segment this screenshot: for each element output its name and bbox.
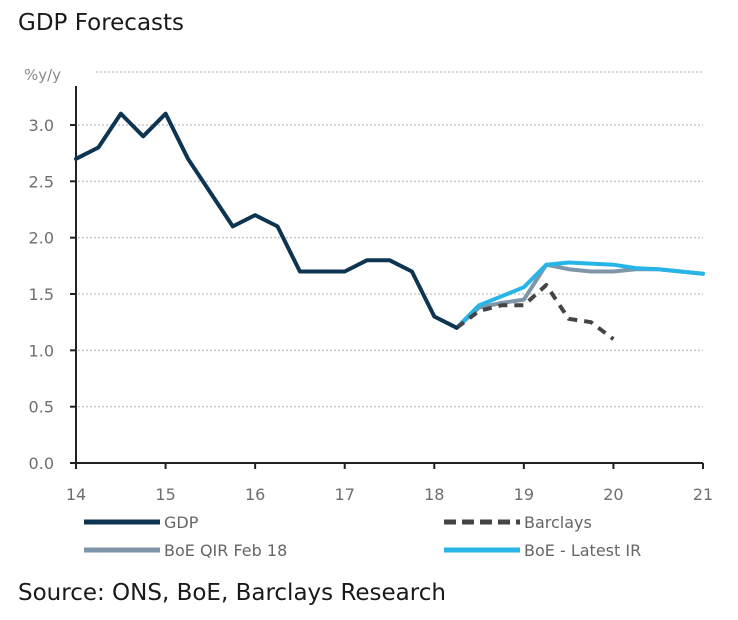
- y-tick-label: 0.5: [29, 398, 54, 417]
- legend-label-gdp: GDP: [164, 513, 199, 532]
- source-note: Source: ONS, BoE, Barclays Research: [18, 580, 446, 606]
- y-tick-label: 2.5: [29, 172, 54, 191]
- axes: [71, 86, 703, 468]
- legend-label-boe-latest-ir: BoE - Latest IR: [524, 541, 641, 560]
- series-line-boe-latest-ir: [454, 260, 705, 330]
- series-lines: [74, 111, 705, 341]
- y-tick-label: 1.0: [29, 341, 54, 360]
- x-tick-label: 14: [66, 485, 86, 504]
- y-tick-label: 3.0: [29, 116, 54, 135]
- legend-label-barclays: Barclays: [524, 513, 592, 532]
- x-tick-label: 19: [514, 485, 534, 504]
- y-axis-unit-label: %y/y: [24, 66, 61, 84]
- legend: GDP Barclays BoE QIR Feb 18 BoE - Latest IR: [84, 513, 641, 560]
- x-tick-labels: 14 15 16 17 18 19 20 21: [66, 463, 713, 504]
- y-tick-labels: 0.0 0.5 1.0 1.5 2.0 2.5 3.0: [29, 116, 76, 473]
- x-tick-label: 20: [603, 485, 623, 504]
- x-tick-label: 16: [245, 485, 265, 504]
- y-tick-label: 1.5: [29, 285, 54, 304]
- x-tick-label: 17: [335, 485, 355, 504]
- gridlines: [78, 71, 703, 408]
- chart-title: GDP Forecasts: [18, 10, 185, 36]
- y-tick-label: 0.0: [29, 454, 54, 473]
- series-line-gdp: [74, 111, 459, 330]
- legend-label-boe-qir-feb-18: BoE QIR Feb 18: [164, 541, 287, 560]
- x-tick-label: 18: [424, 485, 444, 504]
- series-line-barclays: [455, 283, 615, 341]
- x-tick-label: 15: [155, 485, 175, 504]
- y-tick-label: 2.0: [29, 229, 54, 248]
- x-tick-label: 21: [693, 485, 713, 504]
- series-line-boe-qir-feb-18: [454, 262, 705, 330]
